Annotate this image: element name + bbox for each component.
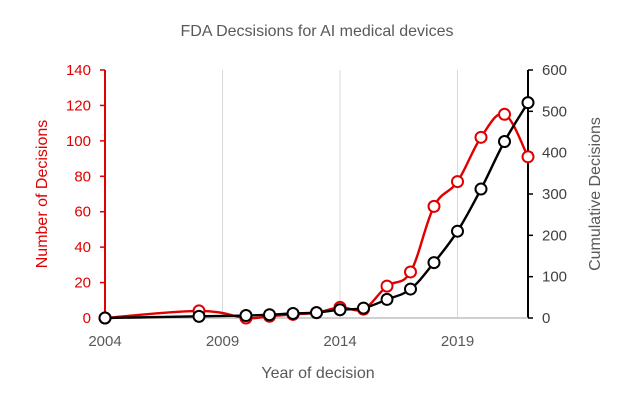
data-point	[239, 309, 253, 323]
series-cumulative-decisions	[98, 96, 535, 325]
data-point	[474, 182, 488, 196]
data-point	[404, 265, 417, 279]
data-point	[474, 130, 488, 144]
data-point	[380, 292, 394, 306]
data-point	[427, 199, 441, 213]
data-point	[98, 311, 112, 325]
data-point	[310, 306, 323, 320]
data-point	[333, 303, 347, 317]
series-layer	[98, 96, 535, 325]
data-point	[521, 96, 535, 110]
data-point	[451, 224, 464, 238]
right-tick-label: 200	[542, 227, 567, 244]
left-tick-label: 60	[74, 204, 91, 221]
series-line	[103, 112, 530, 320]
data-point	[427, 256, 441, 270]
right-tick-label: 0	[542, 310, 550, 327]
right-tick-label: 500	[542, 103, 567, 120]
data-point	[263, 308, 276, 322]
right-tick-label: 100	[542, 269, 567, 286]
chart-title: FDA Decsisions for AI medical devices	[181, 23, 454, 40]
left-tick-labels: 0 20 40 60 80 100 120 140	[66, 62, 105, 327]
x-axis-label: Year of decision	[261, 365, 374, 382]
x-tick-label: 2019	[441, 333, 474, 350]
data-point	[521, 150, 535, 164]
data-point	[286, 306, 300, 320]
left-y-axis-label: Number of Decisions	[34, 120, 51, 269]
right-tick-label: 300	[542, 186, 567, 203]
series-line	[103, 101, 530, 320]
left-tick-label: 140	[66, 62, 91, 79]
x-tick-label: 2014	[323, 333, 356, 350]
series-number-of-decisions	[98, 107, 535, 325]
left-tick-label: 40	[74, 239, 91, 256]
left-tick-label: 0	[83, 310, 91, 327]
left-tick-label: 80	[74, 168, 91, 185]
left-tick-label: 100	[66, 133, 91, 150]
data-point	[451, 175, 464, 189]
data-point	[357, 301, 370, 315]
x-tick-label: 2009	[206, 333, 239, 350]
right-tick-label: 600	[542, 62, 567, 79]
left-tick-label: 20	[74, 275, 91, 292]
right-y-axis-label: Cumulative Decisions	[587, 117, 604, 271]
data-point	[192, 309, 206, 323]
left-tick-label: 120	[66, 97, 91, 114]
x-tick-label: 2004	[88, 333, 121, 350]
data-point	[498, 107, 511, 121]
gridlines	[222, 70, 458, 318]
right-tick-label: 400	[542, 145, 567, 162]
data-point	[498, 135, 511, 149]
right-tick-labels: 0 100 200 300 400 500 600	[528, 62, 567, 327]
data-point	[380, 279, 394, 293]
data-point	[404, 282, 417, 296]
x-tick-labels: 2004 2009 2014 2019	[88, 333, 474, 350]
